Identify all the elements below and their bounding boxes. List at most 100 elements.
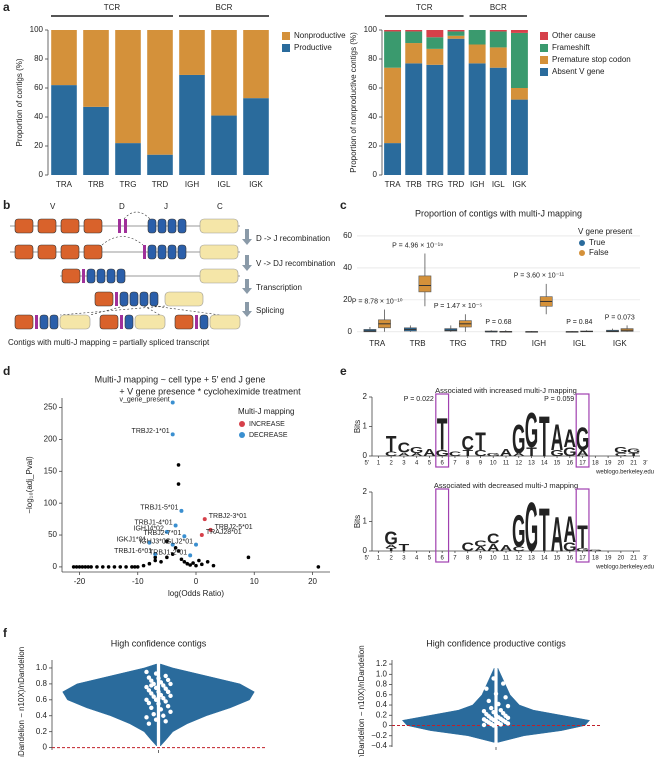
point: [208, 527, 213, 532]
y-tick-label: 100: [30, 25, 44, 34]
point: [505, 715, 511, 721]
x-tick-label: IGK: [249, 180, 263, 189]
x-tick-label: 7: [453, 461, 457, 467]
point-label: TRBJ1-4*01: [134, 519, 172, 526]
legend-swatch: [282, 32, 290, 40]
logo-letter: T: [475, 428, 486, 456]
x-tick-label: 8: [466, 461, 470, 467]
point: [194, 542, 198, 547]
point: [491, 676, 496, 681]
highlight-label: P = 0.022: [404, 396, 434, 403]
point: [484, 686, 489, 691]
x-tick-label: -10: [132, 577, 144, 586]
bar-segment: [510, 30, 528, 33]
x-tick-label: IGL: [573, 339, 586, 348]
point: [163, 673, 168, 679]
point: [168, 709, 173, 714]
y-tick-label: 1.0: [376, 669, 388, 678]
legend-swatch: [282, 44, 290, 52]
legend-swatch: [540, 56, 548, 64]
y-tick-label: 0: [363, 546, 368, 555]
segment-label: D: [119, 202, 125, 211]
logo-letter: G: [525, 488, 538, 566]
x-tick-label: IGL: [492, 180, 505, 189]
x-tick-label: 16: [566, 461, 573, 467]
x-tick-label: 20: [618, 556, 625, 562]
point: [71, 565, 76, 569]
logo-letter: G: [614, 446, 627, 455]
y-tick-label: 0.2: [376, 710, 388, 719]
legend-label: Other cause: [552, 31, 596, 40]
bar-segment: [510, 88, 528, 100]
point: [77, 565, 82, 569]
point: [144, 684, 149, 690]
diagram-caption: Contigs with multi-J mapping = partially…: [8, 338, 210, 347]
y-tick-label: 100: [364, 25, 378, 34]
panel-label: f: [3, 626, 8, 640]
point: [153, 671, 159, 676]
logo-letter: T: [628, 452, 639, 457]
legend-label: Absent V gene: [552, 67, 605, 76]
y-tick-label: 0.2: [36, 727, 48, 736]
point: [173, 523, 178, 528]
panel-label: e: [340, 364, 347, 378]
logo-letter: A: [564, 425, 577, 453]
point-label: IGHJ4*02: [134, 526, 164, 533]
point: [205, 560, 210, 564]
sequence-end: 5′: [365, 461, 370, 467]
logo-letter: G: [563, 445, 576, 459]
sequence-end: 3′: [643, 461, 648, 467]
x-tick-label: 11: [503, 556, 510, 562]
point: [153, 685, 159, 691]
join-arc: [101, 236, 144, 246]
legend-title: Multi-J mapping: [238, 407, 294, 416]
y-tick-label: 60: [368, 83, 377, 92]
join-arc: [123, 211, 151, 220]
p-value: P = 0.68: [485, 319, 511, 326]
point: [89, 565, 93, 569]
violin-half: [497, 668, 591, 743]
bar-segment: [405, 30, 423, 32]
x-tick-label: 10: [250, 577, 259, 586]
point: [146, 688, 152, 693]
point: [168, 681, 173, 687]
x-tick-label: IGH: [470, 180, 484, 189]
y-tick-label: 20: [368, 141, 377, 150]
highlight-box: [435, 488, 450, 563]
panel-label: c: [340, 198, 347, 212]
point: [200, 562, 204, 567]
bar-segment: [179, 30, 205, 75]
x-tick-label: 6: [441, 461, 445, 467]
point: [491, 723, 496, 728]
y-tick-label: 40: [368, 112, 377, 121]
group-label: BCR: [216, 3, 233, 12]
point: [144, 697, 149, 703]
y-axis-label: (nDandelion − n10X)/nDandelion: [17, 647, 26, 757]
point: [316, 565, 321, 569]
x-tick-label: 17: [579, 556, 586, 562]
x-tick-label: TRA: [56, 180, 73, 189]
x-tick-label: 6: [441, 556, 445, 562]
point-label: TRAJ28*01: [206, 529, 242, 536]
c-segment: [199, 218, 239, 234]
point: [153, 552, 158, 557]
point: [151, 694, 156, 699]
x-tick-label: TRA: [385, 180, 402, 189]
y-tick-label: −0.2: [371, 731, 387, 740]
bar-segment: [426, 30, 444, 38]
p-value: P = 0.073: [605, 314, 635, 321]
legend-swatch: [540, 68, 548, 76]
x-tick-label: TRD: [152, 180, 169, 189]
bar-segment: [489, 30, 507, 32]
chart-title: High confidence productive contigs: [426, 638, 566, 648]
y-tick-label: −0.4: [371, 741, 387, 750]
logo-letter: A: [500, 544, 513, 553]
recombination-diagram: V D J C: [8, 202, 335, 347]
panel-label: d: [3, 364, 10, 378]
x-tick-label: 0: [194, 577, 199, 586]
bar-segment: [489, 31, 507, 48]
x-tick-label: 1: [377, 556, 381, 562]
logo-letter: C: [513, 545, 526, 552]
point: [135, 565, 140, 569]
point: [146, 675, 152, 680]
